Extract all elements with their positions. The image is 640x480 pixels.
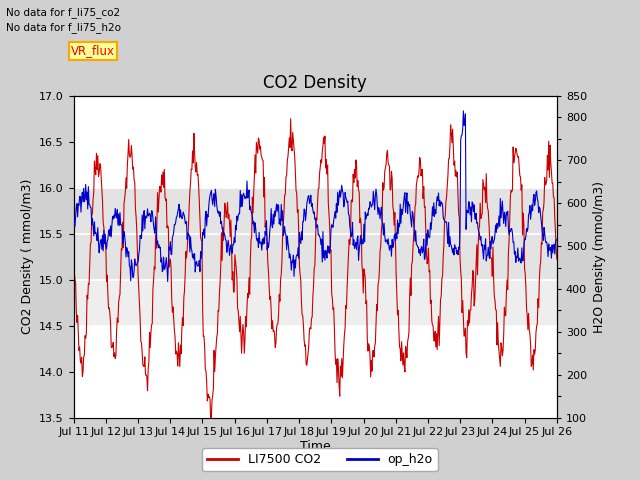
Legend: LI7500 CO2, op_h2o: LI7500 CO2, op_h2o: [202, 448, 438, 471]
Title: CO2 Density: CO2 Density: [263, 73, 367, 92]
Text: No data for f_li75_co2: No data for f_li75_co2: [6, 7, 120, 18]
Text: VR_flux: VR_flux: [71, 44, 115, 58]
X-axis label: Time: Time: [300, 440, 331, 453]
Y-axis label: H2O Density (mmol/m3): H2O Density (mmol/m3): [593, 181, 605, 333]
Bar: [74, 280, 557, 326]
Y-axis label: CO2 Density ( mmol/m3): CO2 Density ( mmol/m3): [20, 179, 33, 335]
Bar: [74, 188, 557, 280]
Text: No data for f_li75_h2o: No data for f_li75_h2o: [6, 22, 122, 33]
